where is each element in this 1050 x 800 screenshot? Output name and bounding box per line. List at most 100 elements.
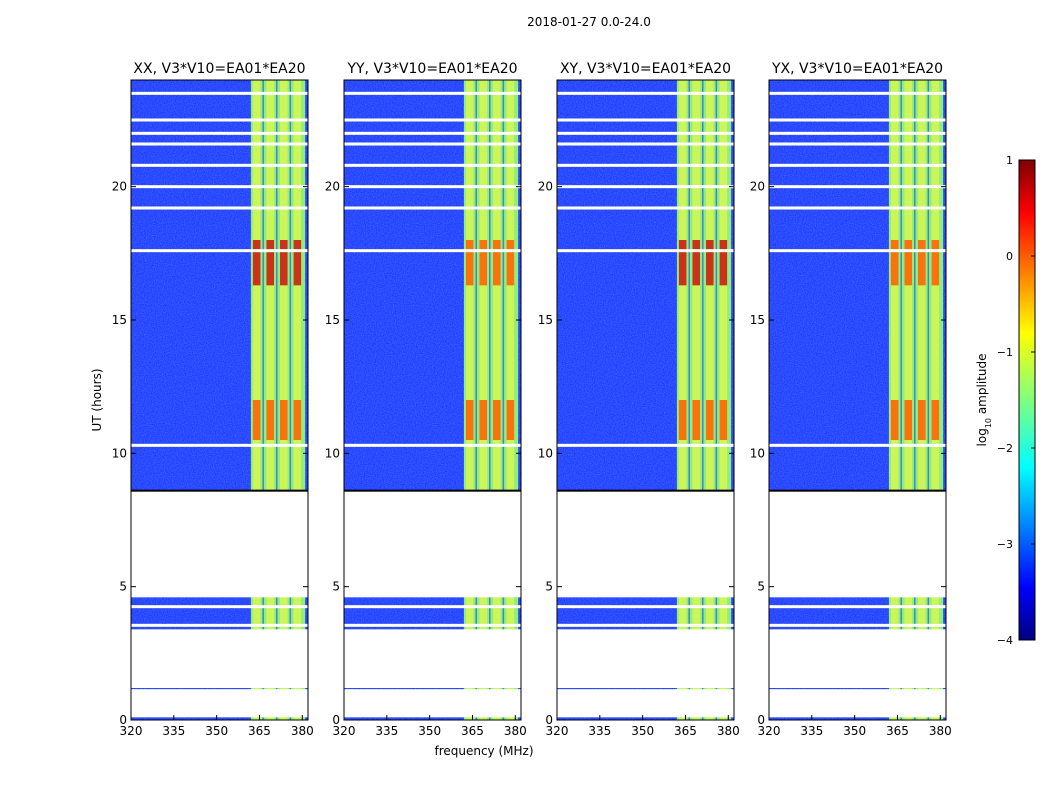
panel-title: XX, V3*V10=EA01*EA20 bbox=[133, 61, 305, 77]
strong-rfi bbox=[252, 400, 261, 440]
flagged-row bbox=[769, 443, 946, 447]
colorbar-label-rest: amplitude bbox=[975, 354, 989, 418]
y-tick-label: 5 bbox=[332, 580, 340, 594]
x-tick-label: 320 bbox=[546, 724, 569, 738]
flagged-row bbox=[344, 623, 521, 627]
band-separator bbox=[914, 80, 916, 720]
strong-rfi bbox=[931, 240, 940, 286]
data-gap bbox=[344, 490, 521, 598]
strong-rfi bbox=[918, 400, 926, 440]
colorbar-tick-label: −3 bbox=[997, 538, 1013, 551]
y-tick-label: 15 bbox=[325, 313, 340, 327]
data-gap bbox=[131, 490, 308, 598]
y-tick-label: 0 bbox=[119, 713, 127, 727]
panel-frame bbox=[768, 79, 947, 721]
flagged-row bbox=[769, 689, 946, 693]
panel-yy: YY, V3*V10=EA01*EA20 0 5 10 15 20 320 335 350 365… bbox=[325, 61, 527, 738]
x-tick-label: 350 bbox=[205, 724, 228, 738]
y-tick-label: 20 bbox=[325, 180, 340, 194]
flagged-row bbox=[344, 185, 521, 189]
flagged-row bbox=[769, 206, 946, 210]
flagged-row bbox=[557, 206, 734, 210]
band-separator bbox=[715, 80, 718, 720]
gap-edge bbox=[769, 489, 946, 492]
band-separator bbox=[688, 80, 690, 720]
x-tick-label: 380 bbox=[929, 724, 952, 738]
flagged-row bbox=[344, 249, 521, 253]
flagged-row bbox=[131, 185, 308, 189]
flagged-row bbox=[769, 249, 946, 253]
panels-group: XX, V3*V10=EA01*EA20 0 5 10 15 20 320 335 350 365… bbox=[112, 61, 952, 738]
colorbar-gradient bbox=[1018, 159, 1036, 641]
data-gap bbox=[131, 629, 308, 688]
flagged-row bbox=[344, 131, 521, 135]
strong-rfi bbox=[918, 240, 926, 286]
flagged-row bbox=[769, 605, 946, 609]
strong-rfi bbox=[890, 400, 899, 440]
y-tick-label: 15 bbox=[750, 313, 765, 327]
colorbar: 10−1−2−3−4 log10 amplitude bbox=[975, 154, 1036, 647]
x-tick-label: 365 bbox=[886, 724, 909, 738]
flagged-row bbox=[769, 185, 946, 189]
flagged-row bbox=[344, 443, 521, 447]
strong-rfi bbox=[904, 240, 913, 286]
colorbar-tick-label: 1 bbox=[1006, 154, 1013, 167]
strong-rfi bbox=[678, 400, 687, 440]
strong-rfi bbox=[293, 400, 302, 440]
colorbar-label-main: log bbox=[975, 428, 989, 446]
strong-rfi bbox=[280, 240, 288, 286]
band-separator bbox=[475, 80, 477, 720]
colorbar-label-sub: 10 bbox=[984, 418, 993, 428]
x-tick-label: 365 bbox=[461, 724, 484, 738]
data-gap bbox=[344, 692, 521, 718]
flagged-row bbox=[769, 118, 946, 122]
strong-rfi bbox=[692, 240, 701, 286]
data-gap bbox=[131, 692, 308, 718]
strong-rfi bbox=[479, 400, 488, 440]
gap-edge bbox=[344, 489, 521, 492]
panel-frame bbox=[343, 79, 522, 721]
strong-rfi bbox=[266, 400, 275, 440]
flagged-row bbox=[131, 91, 308, 95]
y-tick-label: 5 bbox=[545, 580, 553, 594]
colorbar-ticks: 1 0 −1 −2 −3 −4 bbox=[997, 154, 1035, 647]
colorbar-label: log10 amplitude bbox=[975, 354, 993, 447]
band-separator bbox=[262, 80, 264, 720]
strong-rfi bbox=[252, 240, 261, 286]
y-tick-label: 10 bbox=[538, 446, 553, 460]
colorbar-tick-label: −2 bbox=[997, 442, 1013, 455]
flagged-row bbox=[557, 131, 734, 135]
strong-rfi bbox=[465, 400, 474, 440]
strong-rfi bbox=[493, 240, 501, 286]
strong-rfi bbox=[280, 400, 288, 440]
strong-rfi bbox=[506, 400, 515, 440]
strong-rfi bbox=[706, 240, 714, 286]
flagged-row bbox=[131, 689, 308, 693]
y-tick-label: 20 bbox=[750, 180, 765, 194]
band-separator bbox=[276, 80, 278, 720]
data-gap bbox=[769, 692, 946, 718]
flagged-row bbox=[769, 131, 946, 135]
flagged-row bbox=[131, 443, 308, 447]
flagged-row bbox=[131, 118, 308, 122]
flagged-row bbox=[131, 623, 308, 627]
panel-title: XY, V3*V10=EA01*EA20 bbox=[560, 61, 731, 77]
data-gap bbox=[344, 629, 521, 688]
y-tick-label: 0 bbox=[545, 713, 553, 727]
flagged-row bbox=[344, 163, 521, 167]
colorbar-tick-label: −1 bbox=[997, 346, 1013, 359]
flagged-row bbox=[557, 91, 734, 95]
flagged-row bbox=[344, 206, 521, 210]
panel-title: YY, V3*V10=EA01*EA20 bbox=[346, 61, 517, 77]
flagged-row bbox=[769, 91, 946, 95]
flagged-row bbox=[557, 443, 734, 447]
x-axis-label: frequency (MHz) bbox=[434, 744, 533, 758]
band-separator bbox=[489, 80, 491, 720]
y-tick-label: 10 bbox=[112, 446, 127, 460]
strong-rfi bbox=[266, 240, 275, 286]
flagged-row bbox=[344, 118, 521, 122]
flagged-row bbox=[557, 689, 734, 693]
flagged-row bbox=[557, 142, 734, 146]
strong-rfi bbox=[931, 400, 940, 440]
